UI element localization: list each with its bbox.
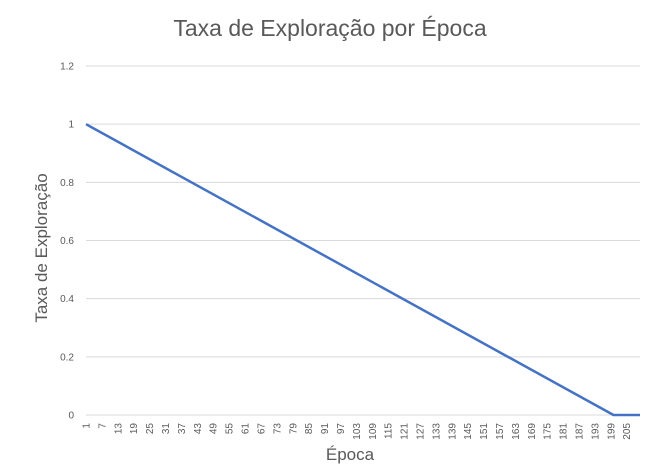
x-tick-label: 145	[463, 423, 474, 440]
x-tick-label: 43	[193, 423, 204, 435]
series-line	[85, 123, 640, 417]
y-tick-label: 0.2	[60, 352, 74, 363]
x-tick-label: 73	[272, 423, 283, 435]
x-tick-label: 139	[447, 423, 458, 440]
x-tick-label: 133	[431, 423, 442, 440]
x-tick-label: 103	[352, 423, 363, 440]
y-axis-title: Taxa de Exploração	[32, 173, 51, 322]
x-tick-label: 79	[288, 423, 299, 435]
x-tick-label: 163	[511, 423, 522, 440]
y-tick-label: 0.6	[60, 236, 74, 247]
x-tick-label: 13	[113, 423, 124, 435]
x-tick-label: 193	[590, 423, 601, 440]
x-tick-label: 49	[209, 423, 220, 435]
x-tick-label: 205	[622, 423, 633, 440]
x-tick-label: 67	[256, 423, 267, 435]
x-tick-label: 7	[97, 423, 108, 429]
series-layer	[85, 123, 640, 417]
x-tick-label: 31	[161, 423, 172, 435]
y-tick-label: 1.2	[60, 62, 74, 73]
x-tick-label: 199	[606, 423, 617, 440]
x-tick-label: 91	[320, 423, 331, 435]
x-tick-label: 25	[145, 423, 156, 435]
x-tick-label: 115	[384, 423, 395, 439]
x-tick-label: 175	[543, 423, 554, 440]
x-axis-title: Época	[326, 445, 375, 464]
y-tick-label: 1	[68, 120, 74, 131]
y-axis-tick-labels: 0 0.2 0.4 0.6 0.8 1 1.2	[60, 62, 74, 422]
x-tick-label: 1	[82, 423, 93, 429]
x-tick-label: 55	[225, 423, 236, 435]
chart-title: Taxa de Exploração por Época	[173, 15, 486, 41]
x-tick-label: 151	[479, 423, 490, 440]
x-tick-label: 157	[495, 423, 506, 440]
x-tick-label: 127	[415, 423, 426, 440]
x-axis-tick-labels: 1 7 13 19 25 31 37 43 49 55 61 67 73 79 85 91 97 103 109 11…	[82, 423, 634, 440]
x-tick-label: 181	[559, 423, 570, 440]
x-tick-label: 169	[527, 423, 538, 440]
x-tick-label: 187	[575, 423, 586, 440]
y-tick-label: 0.8	[60, 178, 74, 189]
x-tick-label: 97	[336, 423, 347, 435]
y-tick-label: 0	[68, 411, 74, 422]
x-tick-label: 109	[368, 423, 379, 440]
y-tick-label: 0.4	[60, 294, 74, 305]
x-tick-label: 85	[304, 423, 315, 435]
x-tick-label: 19	[129, 423, 140, 435]
gridlines	[86, 65, 640, 416]
x-tick-label: 121	[400, 423, 411, 440]
x-tick-label: 37	[177, 423, 188, 435]
x-tick-label: 61	[241, 423, 252, 435]
